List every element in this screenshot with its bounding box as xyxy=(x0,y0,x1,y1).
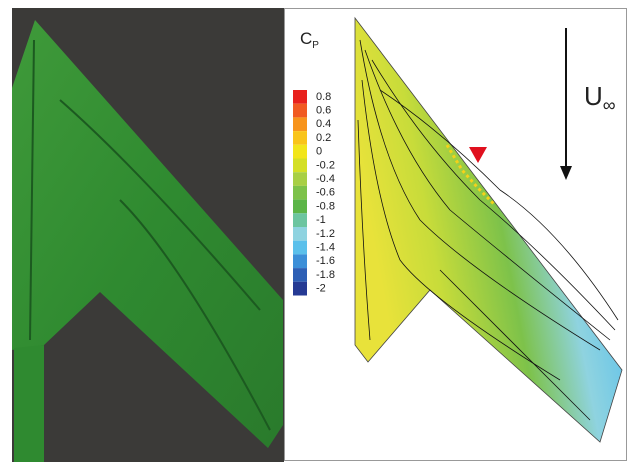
colorbar-swatch xyxy=(293,200,307,214)
colorbar-swatch xyxy=(293,213,307,227)
label-sub: ∞ xyxy=(603,95,616,115)
colorbar-swatch xyxy=(293,104,307,118)
colorbar-tick-label: -0.6 xyxy=(316,187,335,199)
colorbar-swatch xyxy=(293,159,307,173)
colorbar-swatch xyxy=(293,268,307,282)
colorbar-tick-label: -1.8 xyxy=(316,269,335,281)
arrow-head xyxy=(560,166,572,180)
colorbar-title: CP xyxy=(300,29,319,50)
colorbar-tick-label: -1.4 xyxy=(316,241,335,253)
colorbar: 0.80.6 0.4 0.2 0-0.2 -0.4 -0.6-0.8 -1 -1.2-1.4 -… xyxy=(293,90,335,296)
colorbar-tick-label: 0.4 xyxy=(316,118,331,130)
colorbar-swatch xyxy=(293,172,307,186)
colorbar-tick-label: -0.2 xyxy=(316,159,335,171)
colorbar-swatch xyxy=(293,186,307,200)
colorbar-swatch xyxy=(293,227,307,241)
wing-support xyxy=(14,345,44,462)
cfd-wing xyxy=(355,18,622,442)
colorbar-tick-label: 0.8 xyxy=(316,91,331,103)
colorbar-swatch xyxy=(293,241,307,255)
colorbar-tick-label: -1.6 xyxy=(316,255,335,267)
colorbar-swatch xyxy=(293,117,307,131)
freestream-label: U∞ xyxy=(584,81,616,115)
colorbar-swatch xyxy=(293,145,307,159)
colorbar-swatch xyxy=(293,254,307,268)
colorbar-tick-label: 0 xyxy=(316,146,322,158)
colorbar-swatch xyxy=(293,90,307,104)
figure: U∞ CP 0.80.6 0.4 0.2 0-0.2 -0.4 -0.6-0.8 -1 -1.… xyxy=(0,0,634,462)
colorbar-tick-label: -0.8 xyxy=(316,200,335,212)
colorbar-tick-label: -0.4 xyxy=(316,173,335,185)
colorbar-tick-label: -1 xyxy=(316,214,326,226)
colorbar-swatch xyxy=(293,282,307,296)
colorbar-tick-label: -2 xyxy=(316,283,326,295)
title-sub: P xyxy=(312,40,319,51)
label-main: U xyxy=(584,81,603,111)
title-main: C xyxy=(300,29,312,48)
marker-triangle xyxy=(469,147,487,163)
colorbar-tick-label: 0.2 xyxy=(316,132,331,144)
colorbar-tick-label: -1.2 xyxy=(316,228,335,240)
colorbar-swatch xyxy=(293,131,307,145)
colorbar-tick-label: 0.6 xyxy=(316,104,331,116)
